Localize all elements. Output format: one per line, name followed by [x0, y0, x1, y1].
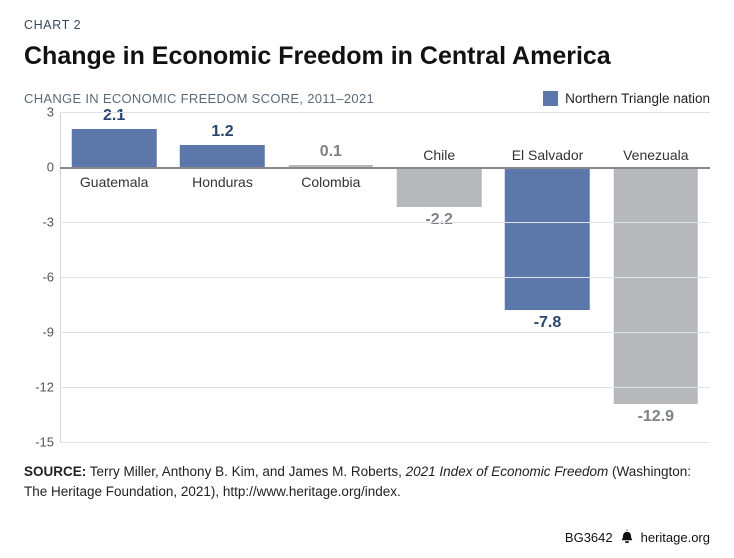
category-label: Venezuala	[623, 147, 688, 163]
category-label: Honduras	[192, 174, 253, 190]
y-tick-label: -3	[42, 215, 54, 230]
y-axis: 30-3-6-9-12-15	[24, 112, 60, 442]
source-text-ital: 2021 Index of Economic Freedom	[406, 464, 609, 479]
footer-site: heritage.org	[641, 530, 710, 545]
plot-area: 30-3-6-9-12-15 Guatemala2.1Honduras1.2Co…	[24, 112, 710, 442]
source-label: SOURCE:	[24, 464, 86, 479]
gridline	[60, 112, 710, 113]
y-tick-label: -12	[35, 380, 54, 395]
zero-line	[60, 167, 710, 169]
legend-swatch	[543, 91, 558, 106]
source-note: SOURCE: Terry Miller, Anthony B. Kim, an…	[24, 462, 710, 501]
category-label: Colombia	[301, 174, 360, 190]
category-label: El Salvador	[512, 147, 584, 163]
gridline	[60, 277, 710, 278]
footer-code: BG3642	[565, 530, 613, 545]
gridline	[60, 332, 710, 333]
legend: Northern Triangle nation	[543, 91, 710, 106]
value-label: 0.1	[320, 143, 342, 161]
y-tick-label: -9	[42, 325, 54, 340]
bar	[72, 129, 156, 168]
subtitle-row: CHANGE IN ECONOMIC FREEDOM SCORE, 2011–2…	[24, 91, 710, 106]
y-tick-label: -15	[35, 435, 54, 450]
chart-subtitle: CHANGE IN ECONOMIC FREEDOM SCORE, 2011–2…	[24, 91, 374, 106]
gridline	[60, 222, 710, 223]
y-tick-label: 0	[47, 160, 54, 175]
source-text-pre: Terry Miller, Anthony B. Kim, and James …	[86, 464, 405, 479]
bar	[614, 167, 698, 404]
value-label: 1.2	[211, 123, 233, 141]
y-tick-label: -6	[42, 270, 54, 285]
chart-kicker: CHART 2	[24, 18, 710, 32]
category-label: Chile	[423, 147, 455, 163]
footer: BG3642 heritage.org	[565, 529, 710, 546]
bar	[180, 145, 264, 167]
value-label: -12.9	[638, 408, 674, 426]
value-label: 2.1	[103, 107, 125, 125]
gridline	[60, 387, 710, 388]
bell-icon	[621, 529, 633, 546]
legend-text: Northern Triangle nation	[565, 91, 710, 106]
chart-title: Change in Economic Freedom in Central Am…	[24, 42, 710, 71]
gridline	[60, 442, 710, 443]
y-tick-label: 3	[47, 105, 54, 120]
category-label: Guatemala	[80, 174, 148, 190]
bar	[397, 167, 481, 207]
value-label: -7.8	[534, 314, 562, 332]
bar	[505, 167, 589, 310]
value-label: -2.2	[425, 211, 453, 229]
